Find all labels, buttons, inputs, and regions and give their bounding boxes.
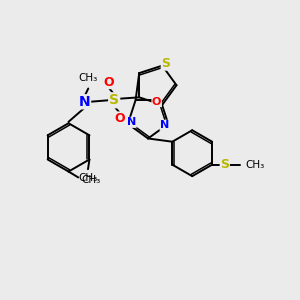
Text: CH₃: CH₃: [79, 73, 98, 82]
Text: S: S: [161, 57, 170, 70]
Text: O: O: [103, 76, 114, 88]
Text: N: N: [127, 117, 136, 128]
Text: CH₃: CH₃: [245, 160, 265, 170]
Text: CH₃: CH₃: [82, 175, 101, 185]
Text: N: N: [160, 120, 169, 130]
Text: N: N: [79, 95, 91, 109]
Text: S: S: [161, 57, 170, 70]
Text: CH₃: CH₃: [78, 173, 98, 183]
Text: S: S: [109, 93, 119, 107]
Text: O: O: [114, 112, 125, 125]
Text: O: O: [152, 97, 161, 106]
Text: S: S: [220, 158, 229, 171]
